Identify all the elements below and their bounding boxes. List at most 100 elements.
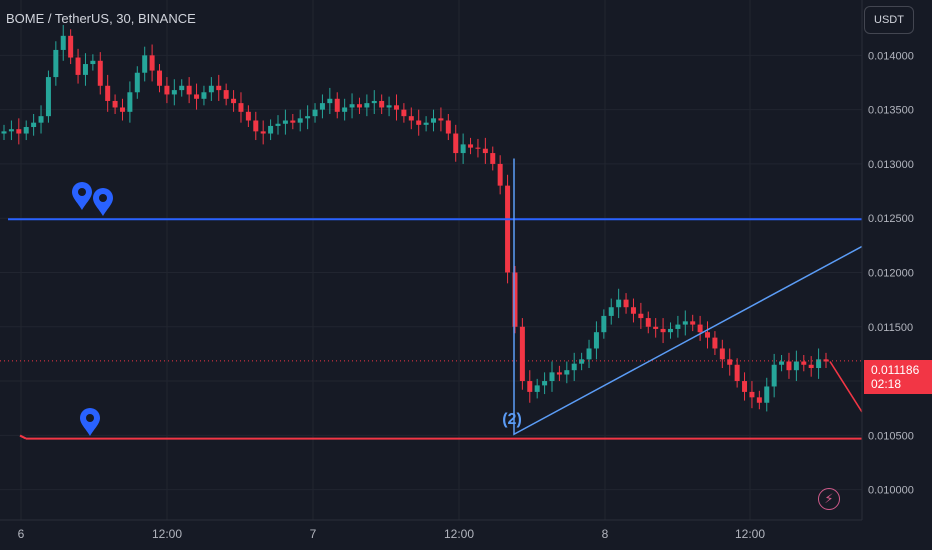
- candle[interactable]: [593, 321, 599, 360]
- candle[interactable]: [68, 29, 74, 65]
- candle[interactable]: [727, 348, 733, 376]
- candle[interactable]: [186, 77, 192, 104]
- map-pin-icon[interactable]: [72, 182, 92, 210]
- candle[interactable]: [653, 318, 659, 338]
- candle[interactable]: [164, 77, 170, 104]
- candle[interactable]: [786, 352, 792, 379]
- candle[interactable]: [645, 311, 651, 334]
- candle[interactable]: [505, 174, 511, 284]
- candle[interactable]: [742, 372, 748, 401]
- candle[interactable]: [119, 98, 125, 121]
- candle[interactable]: [8, 120, 14, 141]
- candle[interactable]: [793, 350, 799, 382]
- candle[interactable]: [364, 94, 370, 117]
- candle[interactable]: [282, 109, 288, 135]
- candle[interactable]: [816, 348, 822, 379]
- candle[interactable]: [497, 155, 503, 195]
- candle[interactable]: [423, 116, 429, 132]
- candle[interactable]: [105, 74, 111, 112]
- candle[interactable]: [431, 109, 437, 132]
- candle[interactable]: [690, 314, 696, 332]
- candle[interactable]: [779, 354, 785, 372]
- candle[interactable]: [231, 90, 237, 112]
- candle[interactable]: [416, 109, 422, 136]
- candle[interactable]: [608, 298, 614, 325]
- candle[interactable]: [260, 120, 266, 145]
- candle[interactable]: [194, 83, 200, 110]
- candle[interactable]: [142, 46, 148, 82]
- candle[interactable]: [623, 293, 629, 314]
- candle[interactable]: [356, 97, 362, 114]
- candle[interactable]: [171, 79, 177, 106]
- candle[interactable]: [90, 54, 96, 71]
- candle[interactable]: [16, 118, 22, 145]
- candle[interactable]: [542, 372, 548, 395]
- candle[interactable]: [216, 74, 222, 101]
- candle[interactable]: [579, 352, 585, 371]
- candle[interactable]: [179, 79, 185, 97]
- candle[interactable]: [586, 339, 592, 369]
- candle[interactable]: [808, 356, 814, 377]
- candle[interactable]: [53, 41, 59, 86]
- candle[interactable]: [705, 321, 711, 349]
- candle[interactable]: [134, 66, 140, 99]
- candle[interactable]: [682, 310, 688, 336]
- candle[interactable]: [460, 133, 466, 164]
- candle[interactable]: [305, 105, 311, 130]
- candle[interactable]: [475, 138, 481, 158]
- candle[interactable]: [371, 90, 377, 114]
- triangle-drawing[interactable]: [513, 158, 863, 436]
- candle[interactable]: [208, 77, 214, 101]
- candle[interactable]: [319, 94, 325, 119]
- candle[interactable]: [571, 352, 577, 382]
- candle[interactable]: [527, 370, 533, 403]
- candle[interactable]: [379, 94, 385, 114]
- candle[interactable]: [201, 85, 207, 106]
- candle[interactable]: [771, 353, 777, 398]
- candle[interactable]: [393, 94, 399, 121]
- candle[interactable]: [749, 381, 755, 409]
- candle[interactable]: [408, 107, 414, 130]
- candle[interactable]: [38, 105, 44, 134]
- candle[interactable]: [290, 113, 296, 130]
- candle[interactable]: [445, 113, 451, 141]
- candle[interactable]: [297, 109, 303, 132]
- candle[interactable]: [712, 331, 718, 355]
- map-pin-icon[interactable]: [80, 408, 100, 436]
- candle[interactable]: [253, 111, 259, 141]
- candle[interactable]: [534, 378, 540, 399]
- candle[interactable]: [564, 361, 570, 384]
- candle[interactable]: [401, 103, 407, 123]
- candle[interactable]: [616, 288, 622, 319]
- candle[interactable]: [660, 318, 666, 344]
- currency-button[interactable]: USDT: [864, 6, 914, 34]
- candle[interactable]: [275, 115, 281, 135]
- candle[interactable]: [268, 119, 274, 141]
- candle[interactable]: [734, 358, 740, 388]
- candle[interactable]: [601, 309, 607, 339]
- candle[interactable]: [1, 124, 7, 141]
- candle[interactable]: [630, 298, 636, 323]
- candle[interactable]: [719, 339, 725, 369]
- candle[interactable]: [327, 87, 333, 114]
- candle[interactable]: [438, 107, 444, 132]
- candle[interactable]: [60, 24, 66, 61]
- candle[interactable]: [45, 70, 51, 123]
- candle[interactable]: [149, 44, 155, 82]
- candle[interactable]: [482, 137, 488, 164]
- candle[interactable]: [23, 120, 29, 141]
- candle[interactable]: [334, 92, 340, 119]
- candle[interactable]: [697, 315, 703, 341]
- candle[interactable]: [245, 105, 251, 128]
- candle[interactable]: [112, 94, 118, 114]
- candle[interactable]: [823, 352, 829, 369]
- candle[interactable]: [638, 302, 644, 329]
- candle[interactable]: [349, 93, 355, 119]
- candle[interactable]: [386, 96, 392, 117]
- candle[interactable]: [82, 53, 88, 86]
- candle[interactable]: [490, 146, 496, 171]
- candle[interactable]: [223, 83, 229, 106]
- candle[interactable]: [238, 92, 244, 123]
- candle[interactable]: [75, 48, 81, 84]
- candle[interactable]: [667, 322, 673, 339]
